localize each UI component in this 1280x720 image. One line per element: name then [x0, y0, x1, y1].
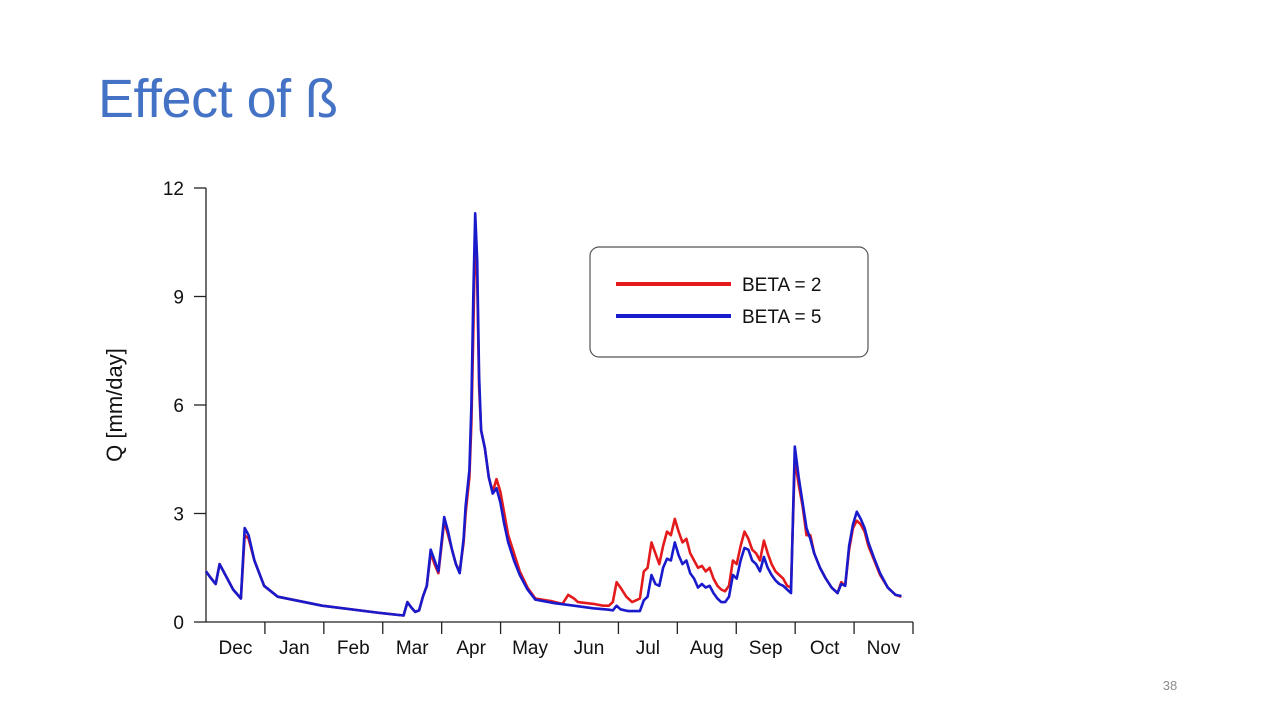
x-tick-label-jun: Jun — [574, 638, 605, 659]
x-tick-label-aug: Aug — [690, 638, 724, 659]
x-tick-label-oct: Oct — [810, 638, 840, 659]
y-tick-label: 3 — [173, 505, 184, 526]
slide-title: Effect of ß — [98, 69, 338, 129]
y-axis-ticks: 0 3 6 9 12 — [163, 179, 206, 634]
x-axis-ticks: Dec Jan Feb Mar Apr May Jun Jul Aug Sep Oct Nov — [219, 622, 914, 659]
series-layer — [204, 212, 902, 617]
y-tick-label: 0 — [173, 613, 184, 634]
x-tick-label-feb: Feb — [337, 638, 370, 659]
x-tick-label-jul: Jul — [636, 638, 660, 659]
x-tick-label-may: May — [512, 638, 548, 659]
x-tick-label-dec: Dec — [219, 638, 253, 659]
legend-box — [589, 246, 869, 358]
y-tick-label: 9 — [173, 288, 184, 309]
page-number: 38 — [1162, 678, 1178, 693]
x-tick-label-sep: Sep — [749, 638, 783, 659]
x-tick-label-apr: Apr — [456, 638, 486, 659]
legend: BETA = 2 BETA = 5 — [589, 246, 869, 358]
y-tick-label: 6 — [173, 396, 184, 417]
x-tick-label-jan: Jan — [279, 638, 310, 659]
x-tick-label-mar: Mar — [396, 638, 429, 659]
x-tick-label-nov: Nov — [867, 638, 901, 659]
y-axis-title: Q [mm/day] — [102, 348, 127, 462]
legend-label-beta-2: BETA = 2 — [742, 275, 821, 296]
legend-label-beta-5: BETA = 5 — [742, 307, 821, 328]
y-tick-label: 12 — [163, 179, 184, 200]
series-line-beta-5 — [204, 212, 902, 617]
